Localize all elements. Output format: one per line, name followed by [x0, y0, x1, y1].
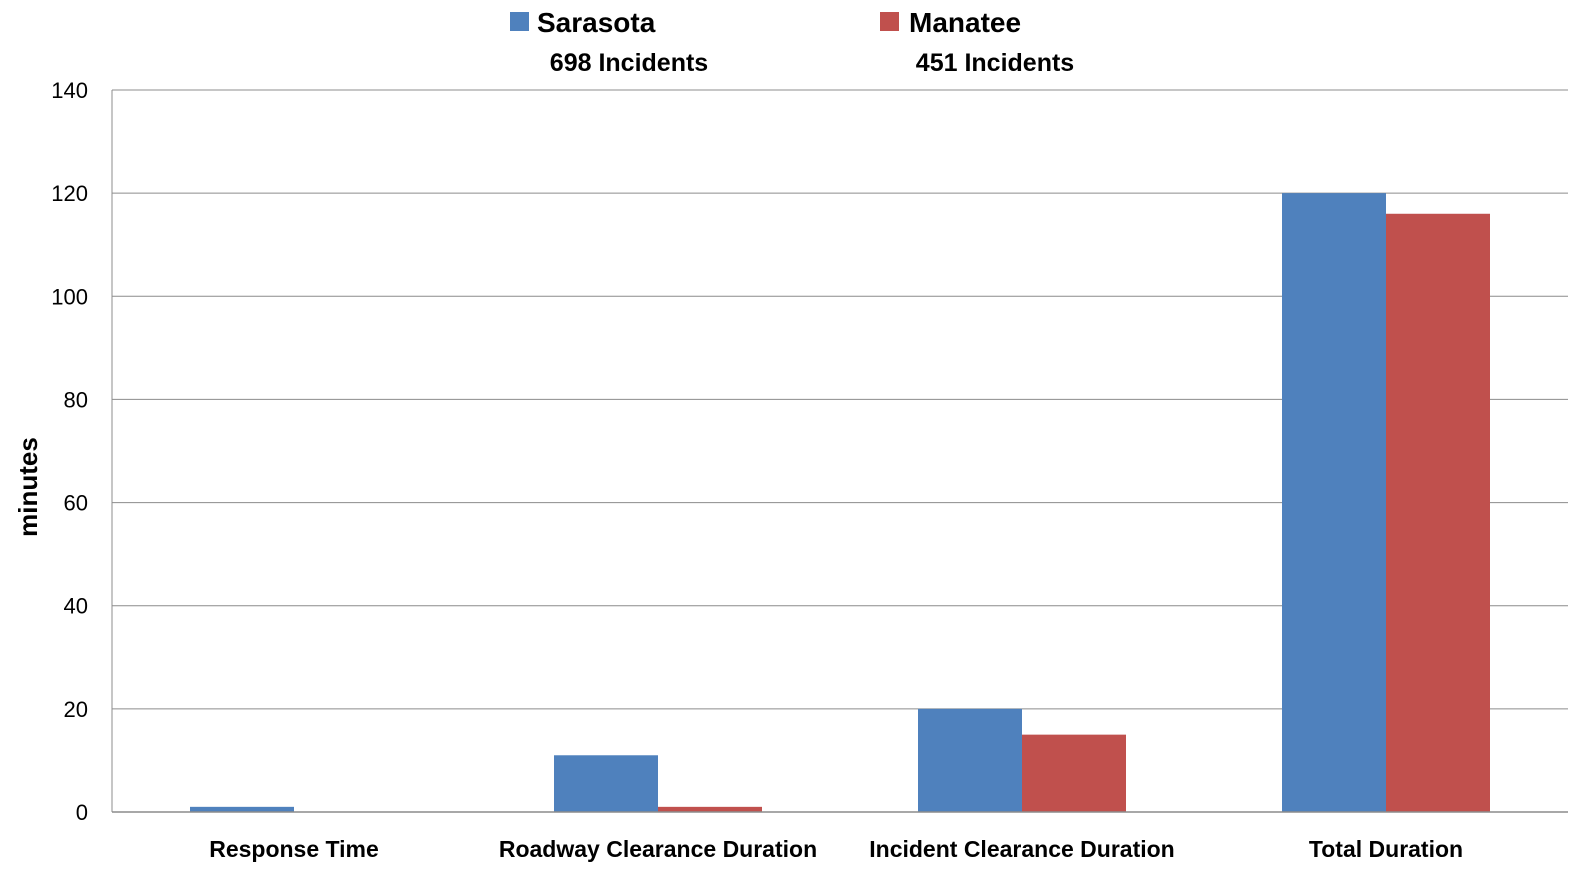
x-category-label: Total Duration [1309, 836, 1463, 862]
y-tick-labels: 0 20 40 60 80 100 120 140 [51, 78, 88, 825]
bar-manatee-2 [1022, 734, 1126, 812]
bar-sarasota-2 [918, 708, 1022, 812]
legend-label-sarasota: Sarasota [537, 7, 656, 38]
y-tick-label: 60 [64, 491, 88, 516]
y-tick-label: 20 [64, 697, 88, 722]
y-tick-label: 100 [51, 284, 88, 309]
x-category-label: Incident Clearance Duration [869, 836, 1174, 862]
legend-swatch-sarasota [510, 12, 529, 31]
bar-manatee-1 [658, 806, 762, 812]
y-tick-label: 0 [76, 800, 88, 825]
legend: Sarasota 698 Incidents Manatee 451 Incident… [510, 7, 1074, 77]
y-tick-label: 40 [64, 594, 88, 619]
y-tick-label: 80 [64, 387, 88, 412]
legend-swatch-manatee [880, 12, 899, 31]
bar-sarasota-3 [1282, 193, 1386, 813]
bar-sarasota-1 [554, 755, 658, 812]
x-category-label: Response Time [209, 836, 379, 862]
y-tick-label: 140 [51, 78, 88, 103]
y-tick-label: 120 [51, 181, 88, 206]
legend-label-manatee: Manatee [909, 7, 1021, 38]
bar-manatee-3 [1386, 213, 1490, 812]
x-category-labels: Response Time Roadway Clearance Duration I… [209, 836, 1463, 862]
legend-note-sarasota: 698 Incidents [550, 49, 708, 77]
bars [190, 193, 1490, 813]
x-category-label: Roadway Clearance Duration [499, 836, 817, 862]
y-axis-label: minutes [13, 437, 43, 537]
legend-note-manatee: 451 Incidents [916, 49, 1074, 77]
bar-sarasota-0 [190, 806, 294, 812]
axes [111, 89, 1568, 813]
